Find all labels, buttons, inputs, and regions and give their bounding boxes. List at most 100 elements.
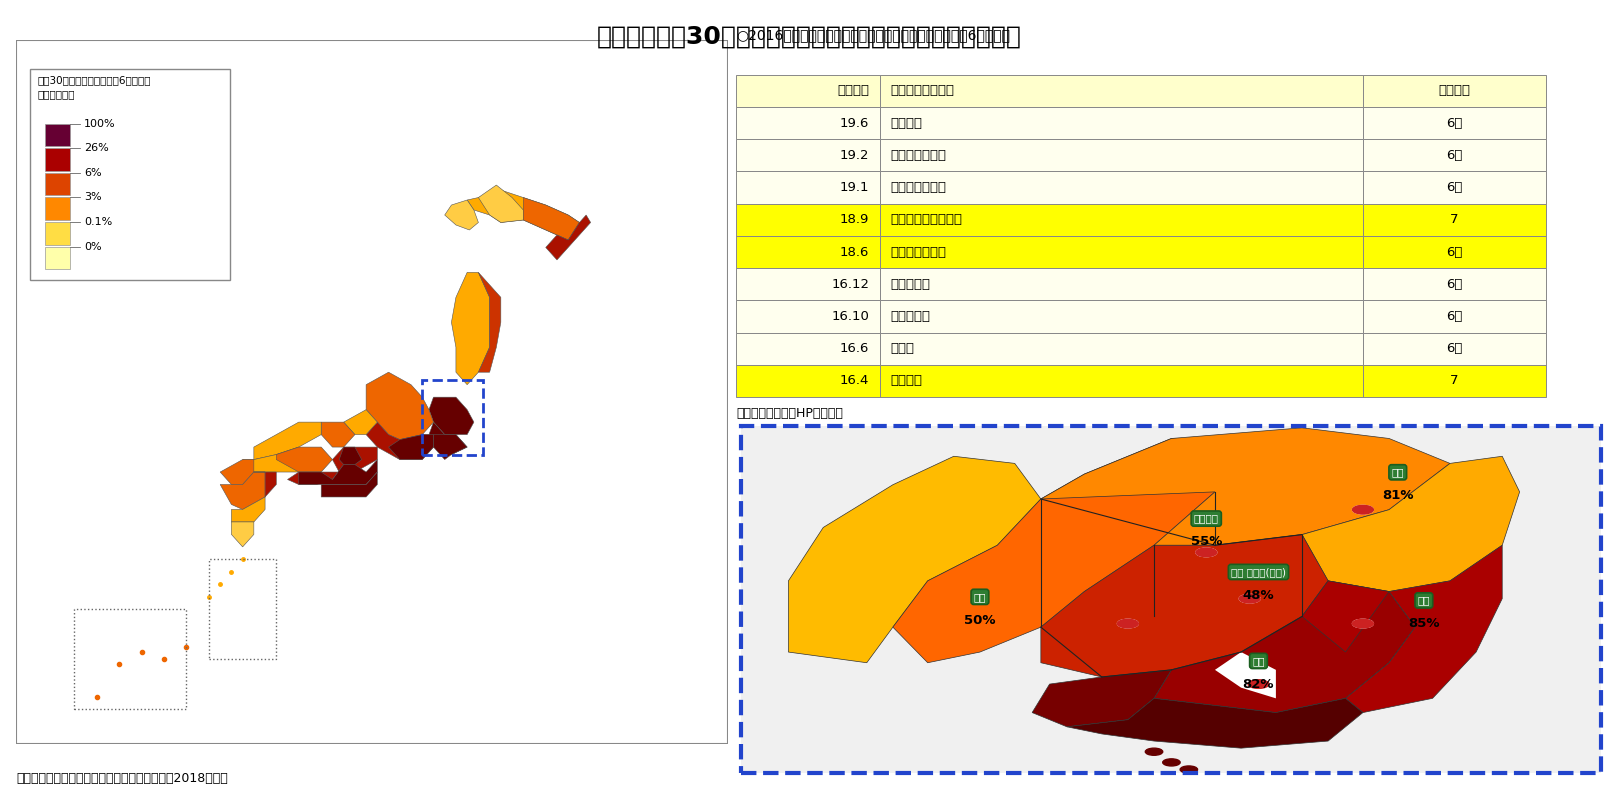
Text: 55%: 55% xyxy=(1191,536,1222,549)
Polygon shape xyxy=(1032,670,1171,726)
Text: 19.2: 19.2 xyxy=(840,149,869,162)
Polygon shape xyxy=(1154,581,1416,713)
Circle shape xyxy=(1247,680,1269,688)
Polygon shape xyxy=(893,438,1215,663)
Circle shape xyxy=(1353,506,1374,514)
Bar xyxy=(1362,74,1545,107)
Polygon shape xyxy=(429,397,474,434)
Bar xyxy=(1362,236,1545,268)
Circle shape xyxy=(1239,595,1260,603)
Text: 発生年月: 発生年月 xyxy=(838,84,869,97)
Bar xyxy=(45,222,70,244)
Text: 6弱: 6弱 xyxy=(1446,342,1463,355)
Text: 6弱: 6弱 xyxy=(1446,181,1463,194)
Bar xyxy=(1362,107,1545,139)
Text: 山形県沖: 山形県沖 xyxy=(890,116,922,129)
Circle shape xyxy=(1196,549,1217,557)
Polygon shape xyxy=(445,200,479,230)
Bar xyxy=(45,148,70,171)
Circle shape xyxy=(1118,620,1139,628)
Text: さいたま: さいたま xyxy=(1194,514,1218,523)
Polygon shape xyxy=(366,372,434,439)
Bar xyxy=(736,172,880,204)
Text: 19.6: 19.6 xyxy=(840,116,869,129)
Polygon shape xyxy=(1040,428,1450,545)
Text: 19.1: 19.1 xyxy=(840,181,869,194)
Polygon shape xyxy=(340,447,362,464)
Text: ○2016年以降に日本付近で発生した主な被害地震（震度6弱以上）: ○2016年以降に日本付近で発生した主な被害地震（震度6弱以上） xyxy=(736,28,1010,42)
Circle shape xyxy=(1353,506,1374,514)
Bar xyxy=(1362,139,1545,172)
Text: 千葉: 千葉 xyxy=(1417,595,1430,605)
Bar xyxy=(880,365,1362,397)
Text: 16.6: 16.6 xyxy=(840,342,869,355)
Text: 6弱: 6弱 xyxy=(1446,149,1463,162)
Circle shape xyxy=(1353,620,1374,628)
Polygon shape xyxy=(288,464,343,485)
Bar xyxy=(45,247,70,269)
Text: 18.6: 18.6 xyxy=(840,245,869,259)
Text: 0%: 0% xyxy=(84,242,102,252)
Polygon shape xyxy=(254,422,322,460)
Polygon shape xyxy=(468,190,579,240)
Polygon shape xyxy=(545,215,591,260)
Circle shape xyxy=(1118,620,1139,628)
Bar xyxy=(1362,204,1545,236)
Bar xyxy=(422,379,482,455)
Text: 6弱: 6弱 xyxy=(1446,310,1463,323)
Polygon shape xyxy=(1066,698,1362,748)
Bar xyxy=(1362,332,1545,365)
Bar xyxy=(1362,172,1545,204)
Bar xyxy=(736,236,880,268)
Text: （出所）気象庁のHPより抜粋: （出所）気象庁のHPより抜粋 xyxy=(736,407,843,420)
Polygon shape xyxy=(451,273,490,385)
Circle shape xyxy=(1180,766,1197,773)
Text: 0.1%: 0.1% xyxy=(84,217,112,227)
Text: 熊本県熊本地方: 熊本県熊本地方 xyxy=(890,181,947,194)
Bar xyxy=(880,332,1362,365)
Bar xyxy=(736,300,880,332)
Text: 16.12: 16.12 xyxy=(832,277,869,290)
Text: 茨城県北部: 茨城県北部 xyxy=(890,277,930,290)
Text: 6強: 6強 xyxy=(1446,116,1463,129)
Bar xyxy=(45,173,70,195)
Text: 甲府: 甲府 xyxy=(974,592,987,602)
Bar xyxy=(880,107,1362,139)
Polygon shape xyxy=(231,522,254,547)
Text: 6弱: 6弱 xyxy=(1446,245,1463,259)
Text: 100%: 100% xyxy=(84,118,115,129)
Text: 震央地名・地震名: 震央地名・地震名 xyxy=(890,84,955,97)
Polygon shape xyxy=(388,434,434,460)
Polygon shape xyxy=(479,273,502,372)
Polygon shape xyxy=(479,185,523,222)
Circle shape xyxy=(1353,620,1374,628)
Text: 48%: 48% xyxy=(1243,589,1275,602)
Text: 85%: 85% xyxy=(1408,617,1440,630)
Bar xyxy=(1362,268,1545,300)
Text: 図表３：今後30年以内に大地震（震度６弱以上）に遭う確率: 図表３：今後30年以内に大地震（震度６弱以上）に遭う確率 xyxy=(597,24,1021,49)
Polygon shape xyxy=(243,447,311,472)
Polygon shape xyxy=(1302,456,1519,591)
Polygon shape xyxy=(1215,652,1277,698)
Bar xyxy=(880,300,1362,332)
Circle shape xyxy=(1196,549,1217,557)
Polygon shape xyxy=(231,497,265,522)
Polygon shape xyxy=(434,434,468,460)
Text: 81%: 81% xyxy=(1382,489,1414,502)
Text: 7: 7 xyxy=(1450,375,1458,388)
Bar xyxy=(736,204,880,236)
Bar xyxy=(880,172,1362,204)
Polygon shape xyxy=(343,409,377,434)
Polygon shape xyxy=(299,460,377,485)
Text: 16.10: 16.10 xyxy=(832,310,869,323)
Text: 6%: 6% xyxy=(84,167,102,178)
Bar xyxy=(45,124,70,146)
Text: 82%: 82% xyxy=(1243,678,1275,691)
Text: 3%: 3% xyxy=(84,193,102,202)
Text: 水戸: 水戸 xyxy=(1391,468,1404,477)
Bar xyxy=(736,365,880,397)
Bar xyxy=(880,204,1362,236)
Text: 7: 7 xyxy=(1450,214,1458,227)
Bar xyxy=(880,139,1362,172)
Circle shape xyxy=(1163,759,1180,766)
